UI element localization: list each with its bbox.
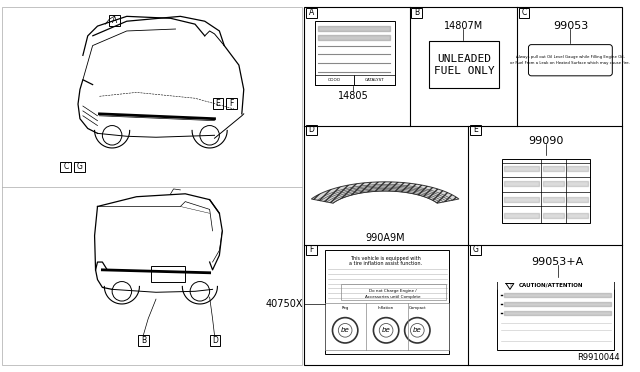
Bar: [354, 75, 395, 84]
Bar: [518, 7, 529, 18]
Bar: [412, 7, 422, 18]
Bar: [502, 159, 590, 223]
Bar: [497, 282, 614, 289]
Bar: [306, 125, 317, 135]
Bar: [304, 7, 622, 365]
Text: CATALYST: CATALYST: [365, 78, 384, 82]
Text: CAUTION/ATTENTION: CAUTION/ATTENTION: [518, 283, 583, 288]
Text: 14805: 14805: [337, 91, 369, 101]
Text: FUEL ONLY: FUEL ONLY: [434, 66, 495, 76]
Text: Inflation: Inflation: [378, 306, 394, 310]
Text: or Fuel From a Leak on Heated Surface which may cause fire.: or Fuel From a Leak on Heated Surface wh…: [511, 61, 630, 65]
Bar: [109, 15, 120, 26]
Bar: [470, 125, 481, 135]
Text: D: D: [212, 336, 218, 345]
Text: D: D: [308, 125, 314, 134]
Bar: [210, 335, 220, 346]
Text: 99053: 99053: [553, 21, 588, 31]
Text: Do not Charge Engine /: Do not Charge Engine /: [369, 289, 417, 293]
Text: UNLEADED: UNLEADED: [437, 54, 491, 64]
Text: G: G: [472, 246, 478, 254]
Text: be: be: [340, 327, 349, 333]
Text: A: A: [309, 9, 314, 17]
Text: G: G: [77, 163, 83, 171]
Bar: [341, 285, 445, 300]
Bar: [151, 266, 185, 282]
Text: F: F: [309, 246, 314, 254]
Bar: [324, 250, 449, 354]
FancyBboxPatch shape: [529, 45, 612, 76]
Text: Accessories until Complete: Accessories until Complete: [365, 295, 420, 299]
Text: 40750X: 40750X: [266, 299, 303, 309]
Text: This vehicle is equipped with: This vehicle is equipped with: [349, 256, 420, 261]
Polygon shape: [311, 182, 459, 203]
Text: R9910044: R9910044: [577, 353, 620, 362]
Text: A: A: [112, 16, 117, 25]
Text: Compact: Compact: [408, 306, 426, 310]
Bar: [2, 7, 302, 365]
Text: 990A9M: 990A9M: [365, 232, 405, 243]
Text: OOOO: OOOO: [328, 78, 341, 82]
Bar: [315, 75, 354, 84]
Bar: [74, 161, 85, 172]
Bar: [306, 7, 317, 18]
Text: 99053+A: 99053+A: [532, 257, 584, 267]
Text: Always pull out Oil Level Gauge while Filling Engine Oil,: Always pull out Oil Level Gauge while Fi…: [516, 55, 625, 59]
Text: E: E: [473, 125, 477, 134]
Text: be: be: [413, 327, 422, 333]
Bar: [324, 303, 449, 350]
Text: a tire inflation assist function.: a tire inflation assist function.: [349, 260, 422, 266]
Bar: [306, 244, 317, 255]
Text: F: F: [229, 99, 234, 108]
Text: Reg: Reg: [342, 306, 349, 310]
Text: B: B: [414, 9, 419, 17]
Bar: [470, 244, 481, 255]
Text: B: B: [141, 336, 147, 345]
Text: !: !: [509, 283, 511, 288]
Bar: [60, 161, 71, 172]
Bar: [212, 98, 223, 109]
Text: be: be: [381, 327, 390, 333]
Bar: [226, 98, 237, 109]
Bar: [315, 21, 395, 84]
Bar: [497, 282, 614, 350]
Text: E: E: [216, 99, 220, 108]
Bar: [138, 335, 149, 346]
Text: C: C: [63, 163, 68, 171]
Text: 99090: 99090: [529, 136, 564, 146]
Bar: [429, 41, 499, 87]
Text: C: C: [522, 9, 527, 17]
Text: 14807M: 14807M: [444, 21, 483, 31]
